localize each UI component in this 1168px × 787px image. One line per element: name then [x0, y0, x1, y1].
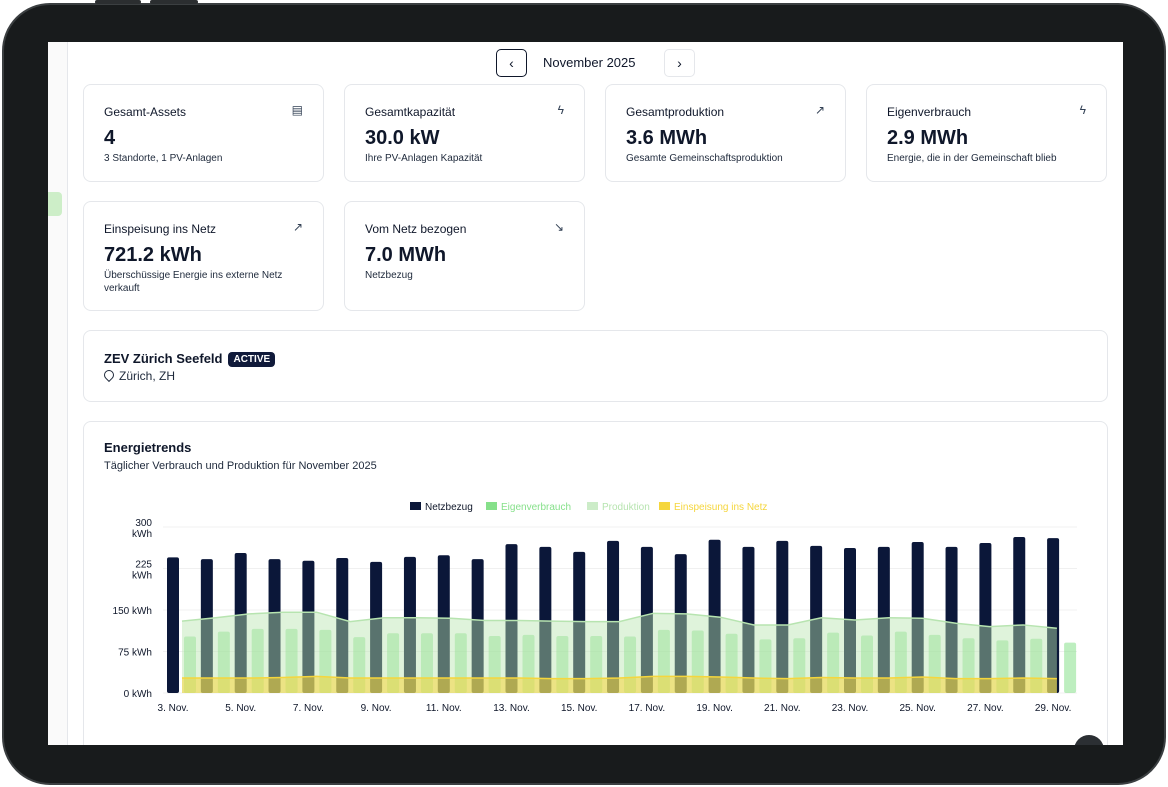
stat-value: 7.0 MWh — [365, 244, 447, 266]
trending-up-icon: ↗ — [292, 220, 303, 234]
next-month-button[interactable]: › — [664, 49, 695, 77]
current-month: November 2025 — [543, 55, 636, 70]
trending-down-icon: ↘ — [553, 220, 564, 234]
stat-subtitle: Energie, die in der Gemeinschaft blieb — [887, 153, 1057, 164]
stat-subtitle: Netzbezug — [365, 270, 413, 281]
floating-button[interactable] — [1074, 735, 1104, 745]
site-name: ZEV Zürich Seefeld — [104, 351, 223, 366]
map-pin-icon — [101, 367, 117, 383]
stat-card: Gesamtkapazität ϟ 30.0 kW Ihre PV-Anlage… — [344, 84, 585, 182]
energy-trends-card: Energietrends Täglicher Verbrauch und Pr… — [83, 421, 1108, 745]
stat-title: Eigenverbrauch — [887, 105, 972, 119]
sidebar — [48, 42, 68, 745]
stat-subtitle: 3 Standorte, 1 PV-Anlagen — [104, 153, 223, 164]
building-icon: ▤ — [291, 103, 303, 117]
stat-title: Gesamtkapazität — [365, 105, 456, 119]
site-location: Zürich, ZH — [119, 369, 176, 383]
stat-title: Einspeisung ins Netz — [104, 222, 217, 236]
trending-up-icon: ↗ — [814, 103, 825, 117]
zap-icon: ϟ — [557, 103, 564, 117]
stat-value: 2.9 MWh — [887, 127, 969, 149]
screen: ‹ November 2025 › Gesamt-Assets ▤ 4 3 St… — [48, 42, 1123, 745]
chevron-right-icon: › — [677, 55, 682, 71]
stat-card: Vom Netz bezogen ↘ 7.0 MWh Netzbezug — [344, 201, 585, 311]
stat-value: 3.6 MWh — [626, 127, 708, 149]
stat-title: Gesamtproduktion — [626, 105, 725, 119]
stat-card: Gesamtproduktion ↗ 3.6 MWh Gesamte Gemei… — [605, 84, 846, 182]
stat-title: Gesamt-Assets — [104, 105, 187, 119]
stat-card: Gesamt-Assets ▤ 4 3 Standorte, 1 PV-Anla… — [83, 84, 324, 182]
chart-title: Energietrends — [104, 440, 192, 455]
stat-title: Vom Netz bezogen — [365, 222, 467, 236]
sidebar-item-active[interactable] — [48, 192, 62, 216]
stat-subtitle: Gesamte Gemeinschaftsproduktion — [626, 153, 783, 164]
stat-card: Eigenverbrauch ϟ 2.9 MWh Energie, die in… — [866, 84, 1107, 182]
stat-card: Einspeisung ins Netz ↗ 721.2 kWh Übersch… — [83, 201, 324, 311]
stat-value: 30.0 kW — [365, 127, 440, 149]
zap-icon: ϟ — [1079, 103, 1086, 117]
tablet-button — [95, 0, 141, 4]
tablet-button — [150, 0, 198, 4]
stat-value: 4 — [104, 127, 116, 149]
stat-subtitle: Ihre PV-Anlagen Kapazität — [365, 153, 483, 164]
chart-subtitle: Täglicher Verbrauch und Produktion für N… — [104, 460, 377, 472]
stat-subtitle: Überschüssige Energie ins externe Netz v… — [104, 270, 283, 294]
prev-month-button[interactable]: ‹ — [496, 49, 527, 77]
site-card[interactable]: ZEV Zürich Seefeld ACTIVE Zürich, ZH — [83, 330, 1108, 402]
stat-value: 721.2 kWh — [104, 244, 202, 266]
chevron-left-icon: ‹ — [509, 55, 514, 71]
status-badge: ACTIVE — [228, 352, 276, 367]
